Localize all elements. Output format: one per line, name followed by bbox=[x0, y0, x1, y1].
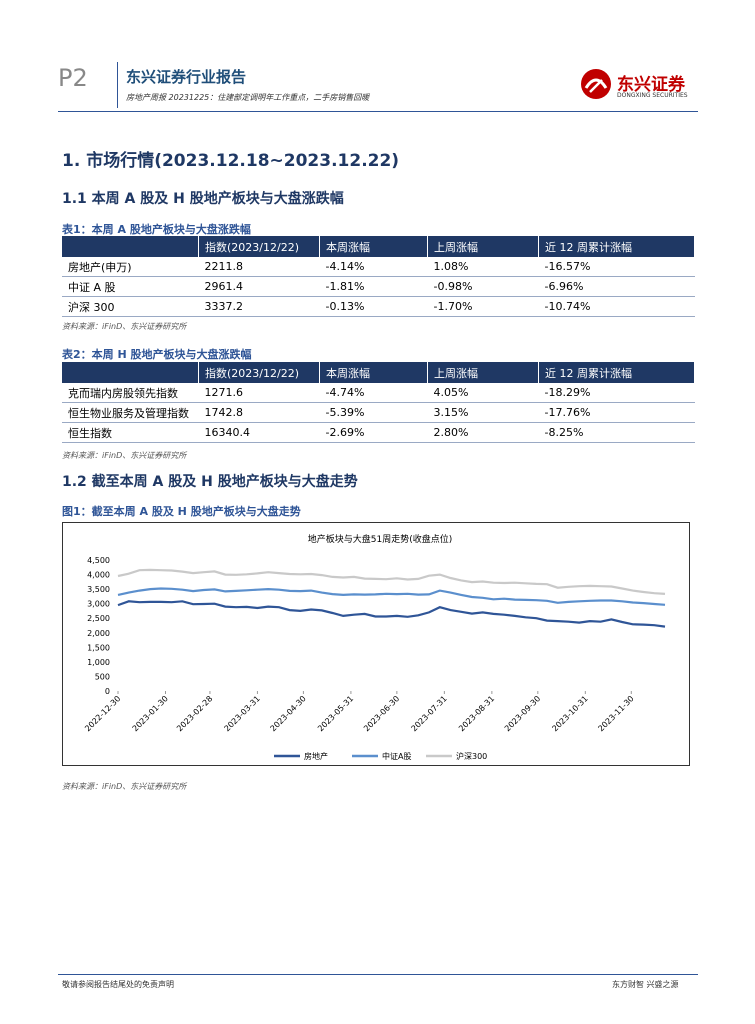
y-tick-label: 500 bbox=[95, 672, 110, 681]
table-cell: 16340.4 bbox=[198, 422, 320, 443]
table-row: 房地产(申万) 2211.8 -4.14% 1.08% -16.57% bbox=[62, 257, 695, 277]
table-cell: -0.98% bbox=[427, 276, 539, 297]
y-tick-label: 1,500 bbox=[87, 643, 110, 652]
table-cell: 4.05% bbox=[427, 383, 539, 403]
chart-title: 地产板块与大盘51周走势(收盘点位) bbox=[308, 533, 452, 545]
table-source: 资料来源：iFinD、东兴证券研究所 bbox=[62, 322, 187, 331]
chart: 地产板块与大盘51周走势(收盘点位) 0 500 1,000 1,500 2,000 2,… bbox=[62, 522, 690, 766]
table-row: 沪深 300 3337.2 -0.13% -1.70% -10.74% bbox=[62, 296, 695, 317]
logo-text: 东兴证券 bbox=[617, 75, 685, 95]
table-cell: -17.76% bbox=[538, 402, 695, 423]
table-cell: 3337.2 bbox=[198, 296, 320, 317]
header-row: 指数(2023/12/22) 本周涨幅 上周涨幅近 12 周累计涨幅 bbox=[62, 362, 695, 383]
y-tick-label: 2,500 bbox=[87, 614, 110, 623]
table-caption: 表1：本周 A 股地产板块与大盘涨跌幅 bbox=[62, 223, 251, 236]
table-row: 恒生指数 16340.4 -2.69% 2.80% -8.25% bbox=[62, 422, 695, 443]
report-subtitle: 房地产周报 20231225：住建部定调明年工作重点，二手房销售回暖 bbox=[126, 93, 370, 102]
company-title: 东兴证券行业报告 bbox=[126, 68, 247, 86]
column-header bbox=[62, 362, 199, 383]
table-cell: -8.25% bbox=[538, 422, 695, 443]
section-title: 1. 市场行情(2023.12.18~2023.12.22) bbox=[62, 151, 400, 171]
y-tick-label: 1,000 bbox=[87, 658, 110, 667]
table-cell: 1742.8 bbox=[198, 402, 320, 423]
legend-label: 中证A股 bbox=[382, 751, 411, 761]
table-cell: 恒生指数 bbox=[62, 422, 199, 443]
table-cell: -4.14% bbox=[319, 257, 428, 277]
table-source: 资料来源：iFinD、东兴证券研究所 bbox=[62, 451, 187, 460]
table-cell: -16.57% bbox=[538, 257, 695, 277]
table-cell: 克而瑞内房股领先指数 bbox=[62, 383, 199, 403]
y-tick-label: 3,500 bbox=[87, 585, 110, 594]
series-line bbox=[117, 600, 666, 628]
table: 指数(2023/12/22) 本周涨幅 上周涨幅近 12 周累计涨幅 房地产(申万) 2… bbox=[62, 236, 695, 317]
y-tick-label: 3,000 bbox=[87, 600, 110, 609]
table-cell: 房地产(申万) bbox=[62, 257, 199, 277]
table: 指数(2023/12/22) 本周涨幅 上周涨幅近 12 周累计涨幅 克而瑞内房股领先… bbox=[62, 362, 695, 443]
y-tick-label: 2,000 bbox=[87, 629, 110, 638]
table-cell: 2.80% bbox=[427, 422, 539, 443]
header-rule bbox=[58, 111, 698, 112]
figure-caption: 图1：截至本周 A 股及 H 股地产板块与大盘走势 bbox=[62, 505, 301, 518]
table-cell: 2211.8 bbox=[198, 257, 320, 277]
table-cell: -2.69% bbox=[319, 422, 428, 443]
subsection-title: 1.2 截至本周 A 股及 H 股地产板块与大盘走势 bbox=[62, 474, 358, 490]
column-header bbox=[62, 236, 199, 257]
table-row: 中证 A 股 2961.4 -1.81% -0.98% -6.96% bbox=[62, 276, 695, 297]
table-cell: 2961.4 bbox=[198, 276, 320, 297]
legend-label: 房地产 bbox=[304, 751, 328, 761]
table-cell: 3.15% bbox=[427, 402, 539, 423]
column-header: 上周涨幅 bbox=[427, 236, 539, 257]
column-header: 指数(2023/12/22) bbox=[198, 362, 320, 383]
series-line bbox=[117, 568, 666, 595]
chart-frame bbox=[62, 522, 690, 766]
table-cell: -10.74% bbox=[538, 296, 695, 317]
table-cell: 1.08% bbox=[427, 257, 539, 277]
header-divider bbox=[117, 62, 118, 108]
page-number: P2 bbox=[58, 64, 88, 92]
table-caption: 表2：本周 H 股地产板块与大盘涨跌幅 bbox=[62, 348, 252, 361]
table-cell: 中证 A 股 bbox=[62, 276, 199, 297]
table-cell: -5.39% bbox=[319, 402, 428, 423]
table-cell: 恒生物业服务及管理指数 bbox=[62, 402, 199, 423]
logo-subtext: DONGXING SECURITIES bbox=[617, 92, 688, 99]
column-header: 近 12 周累计涨幅 bbox=[538, 362, 695, 383]
table-cell: -1.81% bbox=[319, 276, 428, 297]
column-header: 本周涨幅 bbox=[319, 362, 428, 383]
table-cell: -4.74% bbox=[319, 383, 428, 403]
footer-disclaimer: 敬请参阅报告结尾处的免责声明 bbox=[62, 980, 174, 989]
footer-slogan: 东方财智 兴盛之源 bbox=[612, 980, 679, 989]
table-cell: -0.13% bbox=[319, 296, 428, 317]
y-tick-label: 4,000 bbox=[87, 571, 110, 580]
y-tick-label: 4,500 bbox=[87, 556, 110, 565]
column-header: 本周涨幅 bbox=[319, 236, 428, 257]
subsection-title: 1.1 本周 A 股及 H 股地产板块与大盘涨跌幅 bbox=[62, 191, 344, 207]
footer-rule bbox=[58, 974, 698, 975]
table-row: 克而瑞内房股领先指数 1271.6 -4.74% 4.05% -18.29% bbox=[62, 383, 695, 403]
header-row: 指数(2023/12/22) 本周涨幅 上周涨幅近 12 周累计涨幅 bbox=[62, 236, 695, 257]
figure-source: 资料来源：iFinD、东兴证券研究所 bbox=[62, 782, 187, 791]
table-cell: -18.29% bbox=[538, 383, 695, 403]
table-cell: -6.96% bbox=[538, 276, 695, 297]
table-cell: -1.70% bbox=[427, 296, 539, 317]
column-header: 上周涨幅 bbox=[427, 362, 539, 383]
table-row: 恒生物业服务及管理指数 1742.8 -5.39% 3.15% -17.76% bbox=[62, 402, 695, 423]
y-tick-label: 0 bbox=[105, 687, 110, 696]
logo-icon bbox=[581, 69, 611, 99]
series-line bbox=[117, 587, 666, 606]
table-cell: 1271.6 bbox=[198, 383, 320, 403]
legend-label: 沪深300 bbox=[456, 751, 487, 761]
table-cell: 沪深 300 bbox=[62, 296, 199, 317]
column-header: 指数(2023/12/22) bbox=[198, 236, 320, 257]
column-header: 近 12 周累计涨幅 bbox=[538, 236, 695, 257]
